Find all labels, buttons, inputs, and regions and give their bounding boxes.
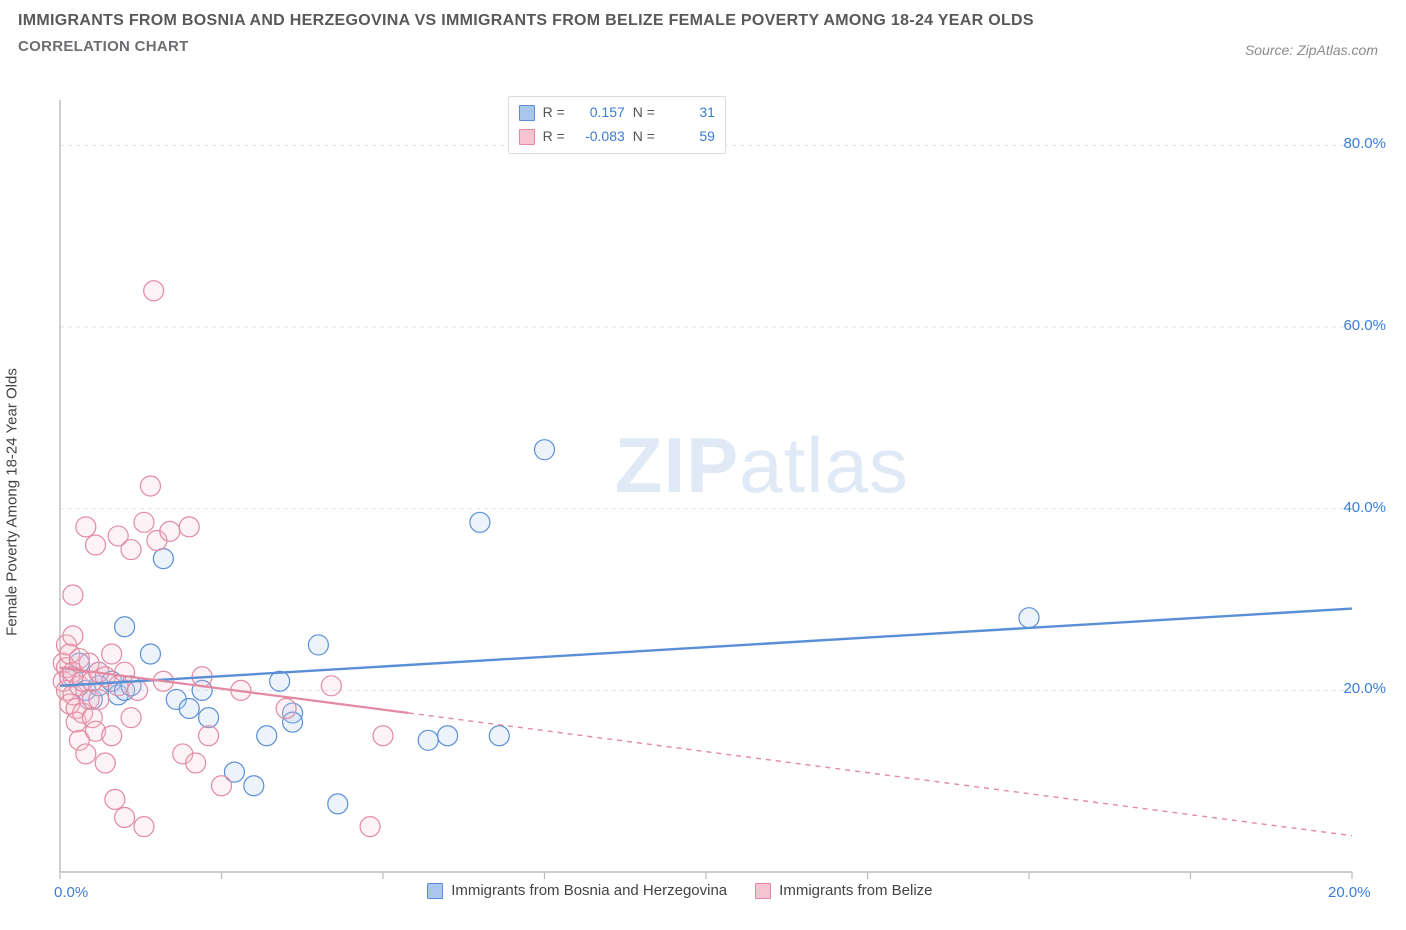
n-label: N = (633, 125, 655, 149)
scatter-plot (52, 92, 1392, 912)
series-name-belize: Immigrants from Belize (779, 882, 932, 899)
n-value-bosnia: 31 (663, 101, 715, 125)
r-value-bosnia: 0.157 (573, 101, 625, 125)
n-value-belize: 59 (663, 125, 715, 149)
swatch-bosnia (519, 105, 535, 121)
legend-row-belize: R = -0.083 N = 59 (519, 125, 715, 149)
legend-item-belize: Immigrants from Belize (755, 882, 932, 899)
swatch-belize (519, 129, 535, 145)
source-attribution: Source: ZipAtlas.com (1245, 42, 1378, 58)
r-value-belize: -0.083 (573, 125, 625, 149)
n-label: N = (633, 101, 655, 125)
series-legend: Immigrants from Bosnia and Herzegovina I… (427, 882, 932, 899)
r-label: R = (543, 101, 565, 125)
y-tick-label: 20.0% (1343, 680, 1386, 697)
y-tick-label: 80.0% (1343, 135, 1386, 152)
x-tick-label: 0.0% (54, 884, 88, 901)
swatch-bosnia (427, 883, 443, 899)
series-name-bosnia: Immigrants from Bosnia and Herzegovina (451, 882, 727, 899)
y-tick-label: 40.0% (1343, 499, 1386, 516)
swatch-belize (755, 883, 771, 899)
y-tick-label: 60.0% (1343, 317, 1386, 334)
r-label: R = (543, 125, 565, 149)
legend-row-bosnia: R = 0.157 N = 31 (519, 101, 715, 125)
chart-title: IMMIGRANTS FROM BOSNIA AND HERZEGOVINA V… (0, 0, 1406, 30)
y-axis-label: Female Poverty Among 18-24 Year Olds (4, 368, 21, 636)
chart-container: Female Poverty Among 18-24 Year Olds ZIP… (52, 92, 1392, 912)
x-tick-label: 20.0% (1328, 884, 1371, 901)
legend-item-bosnia: Immigrants from Bosnia and Herzegovina (427, 882, 727, 899)
chart-subtitle: CORRELATION CHART (0, 30, 1406, 55)
correlation-legend: R = 0.157 N = 31 R = -0.083 N = 59 (508, 96, 726, 154)
